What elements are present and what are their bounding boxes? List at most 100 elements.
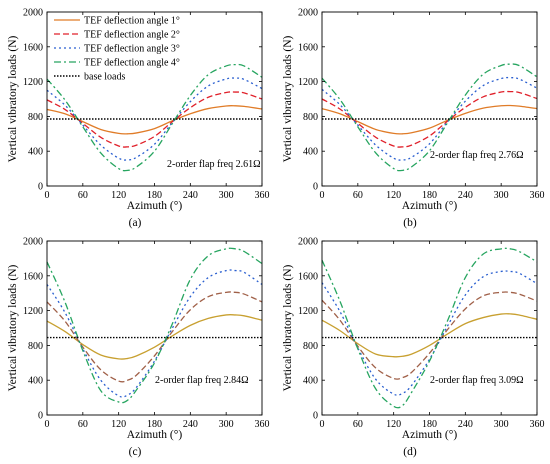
- series-line-3: [321, 270, 538, 396]
- panel-label: (c): [129, 446, 142, 458]
- x-tick-label: 120: [386, 190, 401, 201]
- series-line-1: [321, 104, 538, 135]
- panel-label: (d): [403, 446, 417, 458]
- x-tick-label: 240: [458, 190, 473, 201]
- x-tick-label: 0: [320, 419, 325, 430]
- plot-frame: [321, 240, 538, 416]
- series-line-1: [46, 314, 263, 360]
- x-tick-label: 240: [183, 190, 198, 201]
- x-axis-label: Azimuth (°): [402, 429, 458, 441]
- x-tick-label: 0: [45, 419, 50, 430]
- series-line-3: [321, 76, 538, 161]
- series-lines: [321, 247, 538, 409]
- x-tick-label: 360: [530, 190, 545, 201]
- frequency-annotation: 2-order flap freq 2.76Ω: [430, 150, 524, 161]
- series-line-3: [46, 77, 263, 161]
- y-tick-label: 2000: [23, 8, 43, 19]
- y-tick-label: 0: [38, 182, 43, 193]
- x-tick-label: 120: [111, 190, 126, 201]
- y-tick-label: 800: [28, 112, 43, 123]
- x-tick-label: 120: [111, 419, 126, 430]
- y-axis-label: Vertical vibratory loads (N): [7, 35, 19, 162]
- y-tick-label: 1200: [298, 77, 318, 88]
- legend-entry: TEF deflection angle 3°: [84, 44, 180, 55]
- y-tick-label: 400: [303, 147, 318, 158]
- x-tick-label: 180: [422, 419, 437, 430]
- y-axis: 0 400 800 1200 1600 2000: [23, 237, 262, 422]
- x-tick-label: 300: [219, 419, 234, 430]
- x-tick-label: 0: [320, 190, 325, 201]
- y-tick-label: 0: [38, 411, 43, 422]
- y-axis: 0 400 800 1200 1600 2000: [23, 8, 262, 193]
- x-tick-label: 360: [530, 419, 545, 430]
- series-line-4: [321, 247, 538, 409]
- plot-frame: [46, 240, 263, 416]
- x-tick-label: 120: [386, 419, 401, 430]
- y-tick-label: 400: [303, 376, 318, 387]
- y-tick-label: 1600: [23, 271, 43, 282]
- y-tick-label: 800: [303, 341, 318, 352]
- y-axis-label: Vertical vibratory loads (N): [7, 264, 19, 391]
- panel-label: (b): [403, 217, 417, 229]
- series-line-2: [321, 90, 538, 148]
- x-tick-label: 300: [494, 419, 509, 430]
- x-tick-label: 0: [45, 190, 50, 201]
- x-tick-label: 360: [255, 190, 270, 201]
- legend-entry: TEF deflection angle 4°: [84, 58, 180, 69]
- legend-entry: base loads: [84, 72, 125, 83]
- y-tick-label: 1600: [298, 271, 318, 282]
- y-axis: 0 400 800 1200 1600 2000: [298, 237, 537, 422]
- series-line-2: [321, 291, 538, 380]
- x-tick-label: 240: [183, 419, 198, 430]
- y-axis: 0 400 800 1200 1600 2000: [298, 8, 537, 193]
- frequency-annotation: 2-order flap freq 2.84Ω: [155, 375, 249, 386]
- x-tick-label: 240: [458, 419, 473, 430]
- x-axis-label: Azimuth (°): [127, 200, 183, 212]
- legend: TEF deflection angle 1° TEF deflection an…: [54, 16, 180, 83]
- series-line-2: [46, 291, 263, 383]
- x-tick-label: 60: [353, 190, 363, 201]
- x-tick-label: 60: [353, 419, 363, 430]
- y-tick-label: 1600: [298, 42, 318, 53]
- frequency-annotation: 2-order flap freq 3.09Ω: [430, 375, 524, 386]
- y-tick-label: 0: [313, 411, 318, 422]
- frequency-annotation: 2-order flap freq 2.61Ω: [167, 159, 261, 170]
- x-axis-label: Azimuth (°): [127, 429, 183, 441]
- y-tick-label: 1200: [23, 77, 43, 88]
- x-axis: 0 60 120 180 240 300 360: [320, 241, 545, 430]
- y-tick-label: 400: [28, 147, 43, 158]
- series-line-4: [321, 63, 538, 172]
- x-tick-label: 300: [219, 190, 234, 201]
- x-tick-label: 180: [147, 419, 162, 430]
- series-line-4: [46, 247, 263, 404]
- y-tick-label: 2000: [23, 237, 43, 248]
- series-lines: [46, 247, 263, 404]
- y-tick-label: 1200: [298, 306, 318, 317]
- x-axis: 0 60 120 180 240 300 360: [320, 12, 545, 201]
- legend-entry: TEF deflection angle 1°: [84, 16, 180, 27]
- y-tick-label: 800: [28, 341, 43, 352]
- x-tick-label: 180: [147, 190, 162, 201]
- x-axis: 0 60 120 180 240 300 360: [45, 12, 270, 201]
- x-tick-label: 180: [422, 190, 437, 201]
- x-axis: 0 60 120 180 240 300 360: [45, 241, 270, 430]
- legend-entry: TEF deflection angle 2°: [84, 30, 180, 41]
- series-line-2: [46, 91, 263, 148]
- y-axis-label: Vertical vibratory loads (N): [282, 35, 294, 162]
- series-lines: [46, 63, 263, 172]
- series-lines: [321, 63, 538, 172]
- chart-panel: 0 60 120 180 240 300 360 0 400 800 1200 1600 2000 Azi…: [7, 8, 270, 230]
- y-tick-label: 1200: [23, 306, 43, 317]
- panel-label: (a): [129, 217, 142, 229]
- x-tick-label: 60: [78, 419, 88, 430]
- y-tick-label: 1600: [23, 42, 43, 53]
- chart-panel: 0 60 120 180 240 300 360 0 400 800 1200 1600 2000 Azi…: [282, 8, 545, 230]
- x-tick-label: 360: [255, 419, 270, 430]
- y-axis-label: Vertical vibratory loads (N): [282, 264, 294, 391]
- x-axis-label: Azimuth (°): [402, 200, 458, 212]
- chart-panel: 0 60 120 180 240 300 360 0 400 800 1200 1600 2000 Azi…: [7, 237, 270, 459]
- x-tick-label: 60: [78, 190, 88, 201]
- x-tick-label: 300: [494, 190, 509, 201]
